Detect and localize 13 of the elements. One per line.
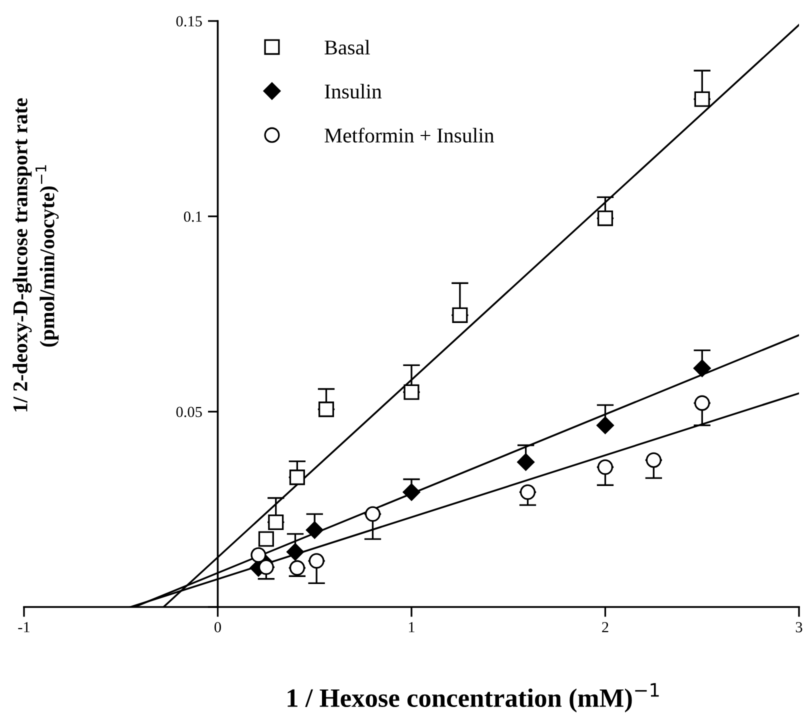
x-axis-title: 1 / Hexose concentration (mM)$^{−1}$ — [288, 683, 659, 712]
x-tick-label: 1 — [409, 622, 414, 632]
legend-label: Metformin + Insulin — [324, 128, 494, 143]
legend-label: Insulin — [324, 84, 382, 99]
x-tick-label: -1 — [18, 622, 30, 632]
y-tick-label: 0.05 — [176, 406, 202, 418]
x-tick-label: 2 — [602, 622, 608, 632]
y-axis-title: 1/ 2-deoxy-D-glucose transport rate (pmol/min/oocyte)$^{−1}$ — [12, 98, 59, 412]
x-tick-label: 3 — [796, 622, 802, 632]
y-tick-label: 0.15 — [176, 16, 202, 27]
y-tick-label: 0.1 — [184, 211, 202, 222]
legend-label: Basal — [324, 40, 370, 55]
x-tick-label: 0 — [214, 622, 221, 632]
